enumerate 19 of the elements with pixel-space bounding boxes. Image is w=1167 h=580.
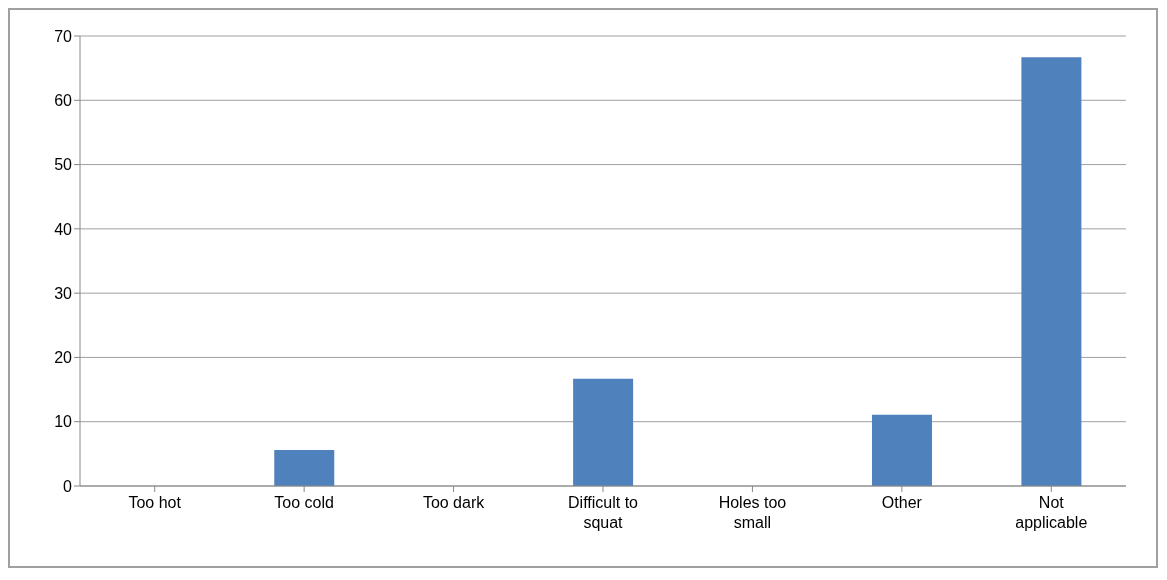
y-tick-label: 10	[54, 413, 73, 431]
bar	[871, 414, 932, 486]
x-tick-label: Too hot	[128, 494, 182, 511]
x-tick-label: Difficult to squat	[568, 494, 639, 531]
bar	[1021, 57, 1082, 486]
y-tick-label: 60	[54, 91, 73, 109]
y-tick-label: 20	[54, 349, 73, 367]
x-tick-label: Not applicable	[1015, 494, 1088, 531]
y-tick-label: 0	[63, 477, 73, 495]
bar	[573, 378, 634, 486]
bar	[274, 450, 335, 486]
x-tick-label: Other	[881, 494, 923, 511]
y-tick-label: 40	[54, 220, 73, 238]
y-tick-label: 70	[54, 27, 73, 45]
x-tick-label: Holes too small	[718, 494, 787, 531]
y-tick-label: 30	[54, 284, 73, 302]
x-tick-label: Too cold	[274, 494, 334, 511]
y-tick-label: 50	[54, 156, 73, 174]
x-tick-label: Too dark	[422, 494, 486, 511]
